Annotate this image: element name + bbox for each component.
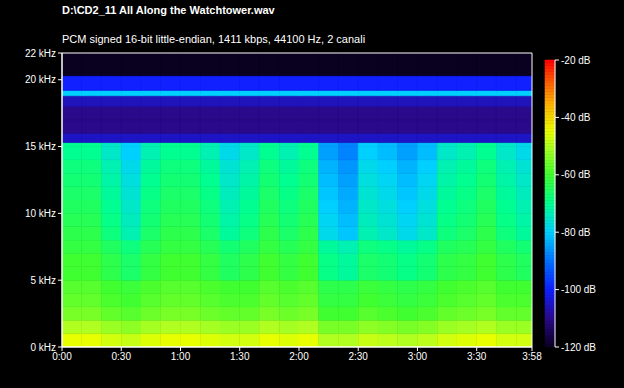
svg-text:22 kHz: 22 kHz: [25, 48, 56, 59]
svg-text:-40 dB: -40 dB: [561, 112, 591, 123]
svg-text:20 kHz: 20 kHz: [25, 74, 56, 85]
svg-text:1:00: 1:00: [171, 351, 191, 362]
html-text:PCM signed 16-bit little-endia: PCM signed 16-bit little-endian, 1411 kb…: [62, 33, 366, 45]
html-text:D:\CD2_11 All Along the Watcht: D:\CD2_11 All Along the Watchtower.wav: [62, 4, 275, 16]
svg-text:1:30: 1:30: [230, 351, 250, 362]
svg-text:-120 dB: -120 dB: [561, 342, 596, 353]
svg-text:-20 dB: -20 dB: [561, 55, 591, 66]
svg-text:0:30: 0:30: [112, 351, 132, 362]
svg-text:0 kHz: 0 kHz: [30, 342, 56, 353]
svg-text:3:30: 3:30: [467, 351, 487, 362]
svg-text:2:00: 2:00: [289, 351, 309, 362]
svg-text:0:00: 0:00: [52, 351, 72, 362]
svg-text:3:58: 3:58: [522, 351, 542, 362]
svg-text:3:00: 3:00: [408, 351, 428, 362]
svg-text:5 kHz: 5 kHz: [30, 275, 56, 286]
svg-text:-60 dB: -60 dB: [561, 169, 591, 180]
svg-text:-100 dB: -100 dB: [561, 284, 596, 295]
svg-text:-80 dB: -80 dB: [561, 227, 591, 238]
svg-text:15 kHz: 15 kHz: [25, 141, 56, 152]
svg-text:2:30: 2:30: [348, 351, 368, 362]
svg-text:10 kHz: 10 kHz: [25, 208, 56, 219]
